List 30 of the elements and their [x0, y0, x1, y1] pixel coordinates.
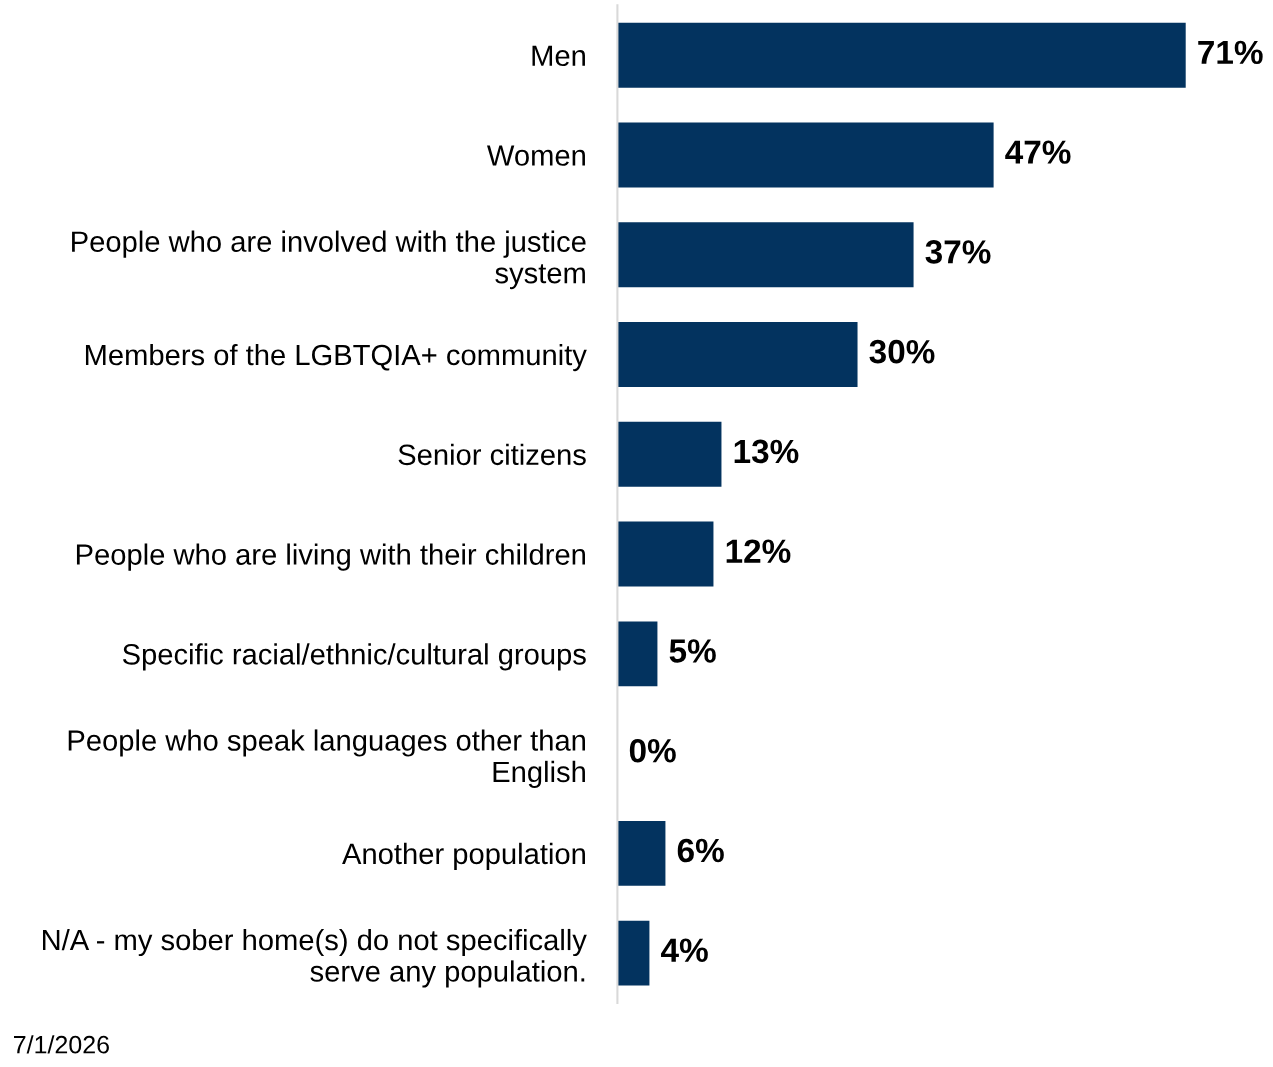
bar: [617, 521, 714, 587]
data-label: 12%: [726, 539, 791, 563]
bar: [617, 122, 994, 188]
bar: [617, 222, 914, 288]
data-label: 37%: [925, 240, 991, 264]
y-tick-label: Specific racial/ethnic/cultural groups: [122, 643, 586, 671]
data-label: 6%: [677, 838, 724, 863]
data-label: 47%: [1005, 140, 1071, 164]
y-tick-label: People who are involved with the justice system: [72, 230, 586, 290]
data-label: 71%: [1198, 40, 1263, 65]
y-tick-label: People who are living with their children: [76, 543, 585, 571]
y-tick-label: Senior citizens: [398, 443, 586, 466]
bar: [617, 820, 666, 886]
data-label: 30%: [869, 339, 935, 364]
data-label: 5%: [669, 639, 716, 663]
y-tick-label: People who speak languages other than English: [68, 729, 585, 789]
text: 7/1/2026: [14, 1035, 109, 1054]
bar: [617, 920, 650, 986]
bar: [617, 421, 722, 487]
bar: [617, 22, 1186, 88]
data-label: 4%: [661, 938, 708, 962]
bar: [617, 621, 658, 687]
y-tick-label: N/A - my sober home(s) do not specifically serve any population.: [43, 928, 587, 988]
y-tick-label: Men: [532, 45, 585, 67]
y-tick-label: Members of the LGBTQIA+ community: [85, 343, 587, 372]
y-tick-label: Another population: [342, 842, 585, 870]
data-label: 13%: [734, 439, 799, 464]
data-label: 0%: [629, 738, 676, 763]
bar: [617, 322, 858, 387]
y-tick-label: Women: [487, 145, 585, 166]
